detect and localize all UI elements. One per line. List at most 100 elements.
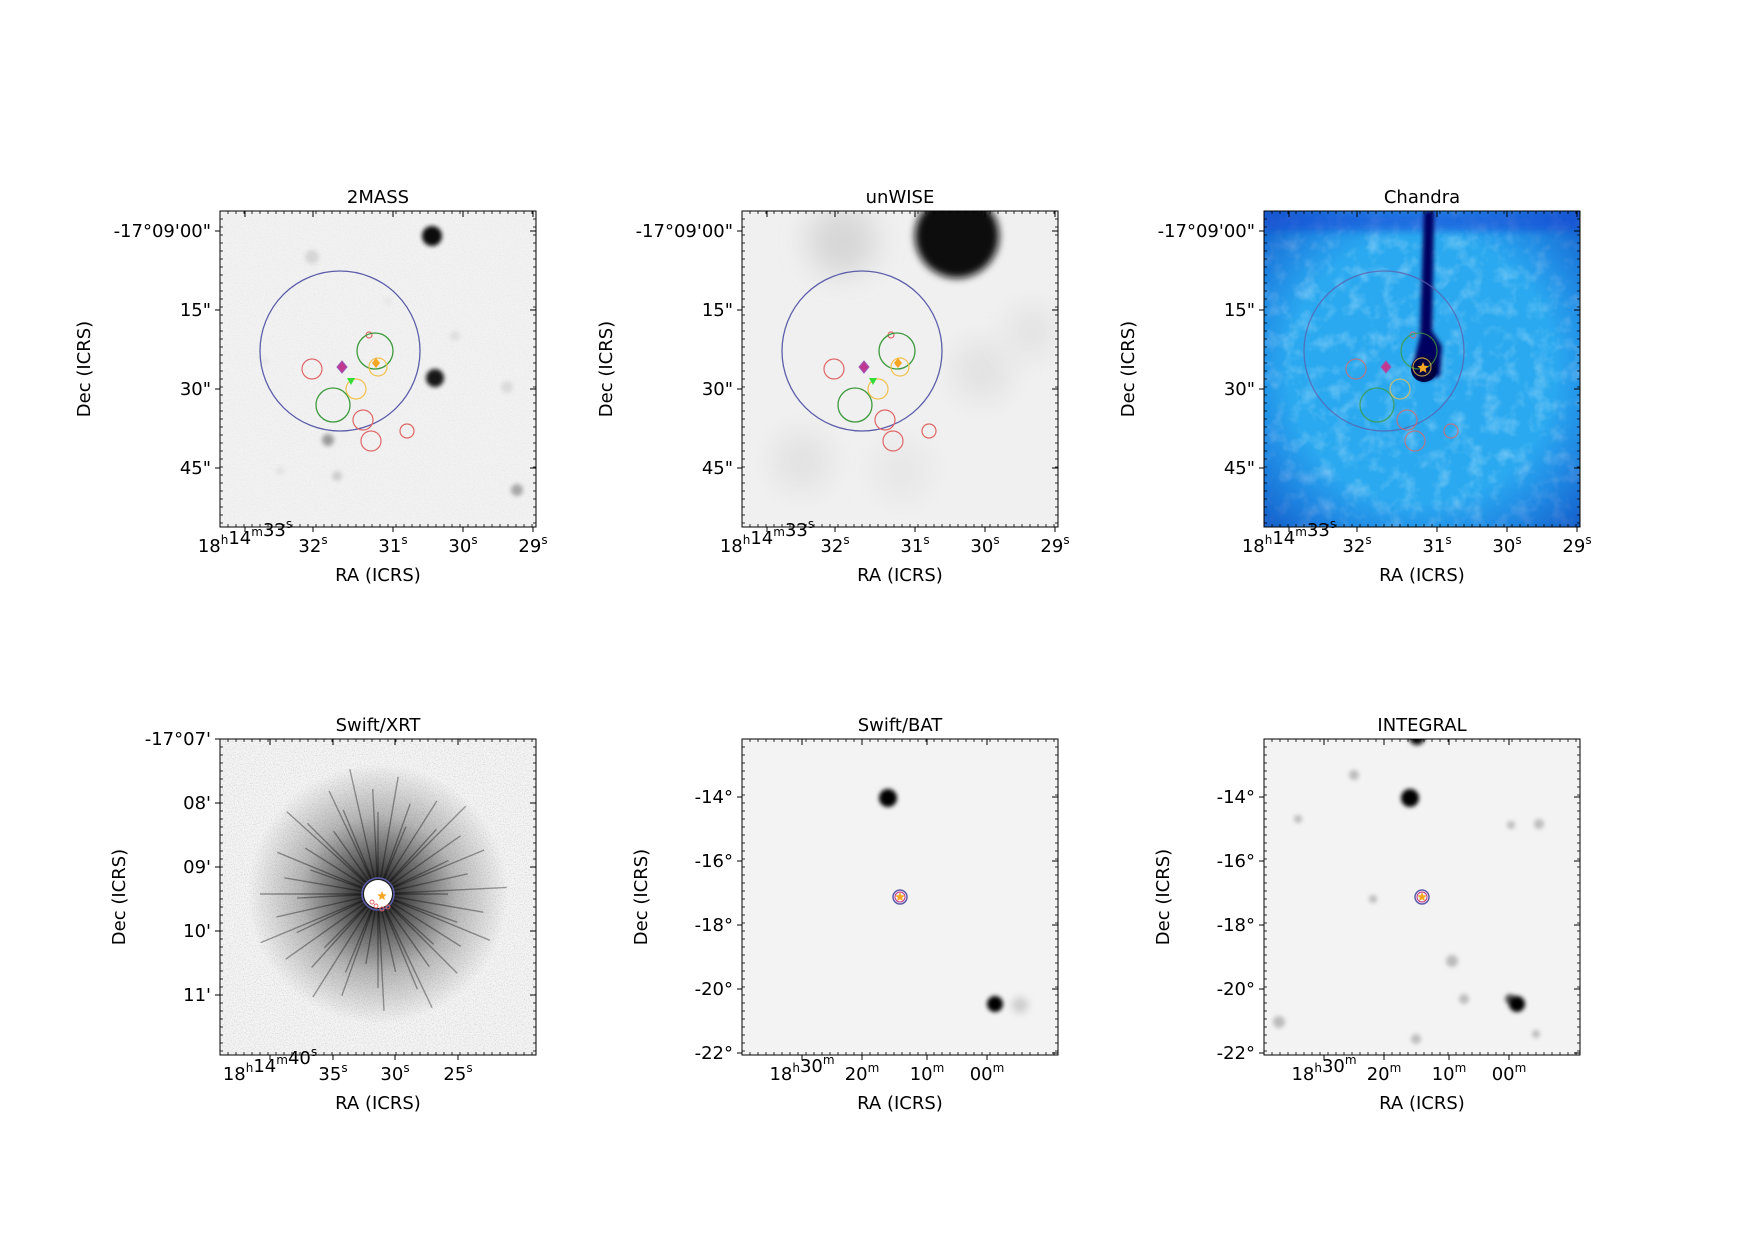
tick-unit-s: s: [993, 533, 999, 547]
psf-spike: [377, 805, 467, 895]
tick-value-s: 32: [820, 536, 843, 557]
star-source: [1509, 996, 1525, 1012]
y-tick-label: -17°07': [145, 729, 211, 750]
tick-unit-s: s: [808, 517, 814, 531]
star-source: [915, 211, 999, 278]
tick-unit-m: m: [1390, 1061, 1402, 1075]
psf-spike: [349, 768, 379, 895]
star-source: [422, 226, 442, 246]
y-tick-label: -17°09'00": [114, 221, 211, 242]
y-axis-label: Dec (ICRS): [631, 849, 652, 945]
image-pbat: [742, 739, 1058, 1055]
star-source: [426, 369, 444, 387]
tick-unit-h: h: [221, 533, 229, 547]
star-source: [276, 467, 284, 475]
x-tick-label: 29s: [1562, 533, 1591, 557]
y-axis-label: Dec (ICRS): [1153, 849, 1174, 945]
psf-spike: [377, 893, 433, 1009]
y-tick-label: 15": [702, 300, 733, 321]
tick-value-m: 20: [845, 1064, 868, 1085]
y-tick-label: -18°: [695, 915, 733, 936]
tick-unit-s: s: [843, 533, 849, 547]
y-tick-label: -14°: [695, 787, 733, 808]
star-source: [450, 331, 460, 341]
x-tick-label: 20m: [845, 1061, 880, 1085]
tick-value-h: 18: [223, 1064, 246, 1085]
psf-spike: [285, 893, 379, 960]
faint-source: [1012, 997, 1028, 1013]
y-tick-label: -20°: [695, 979, 733, 1000]
triangle-marker-icon: [347, 378, 355, 385]
psf-spike: [286, 811, 379, 895]
tick-unit-s: s: [401, 533, 407, 547]
panel-pxrt: Swift/XRT-17°07'08'09'10'11'18h14m40s35s…: [109, 715, 537, 1114]
image-pintegral: [1264, 739, 1580, 1055]
x-axis-label: RA (ICRS): [335, 565, 421, 586]
x-tick-label: 18h14m33s: [1242, 517, 1336, 557]
x-tick-label: 30s: [1492, 533, 1521, 557]
star-marker-icon: [377, 891, 387, 900]
faint-source: [1507, 821, 1515, 829]
tick-value-m: 30: [1322, 1056, 1345, 1077]
y-tick-label: -22°: [695, 1043, 733, 1064]
y-tick-label: 45": [702, 458, 733, 479]
faint-source: [1459, 994, 1469, 1004]
green-source-circle: [837, 387, 873, 423]
y-axis-label: Dec (ICRS): [1118, 321, 1139, 417]
y-tick-label: 15": [1224, 300, 1255, 321]
image-p2mass: [220, 211, 536, 527]
psf-spike: [304, 847, 379, 895]
red-source-circle: [352, 409, 374, 431]
red-source-circle: [1345, 358, 1367, 380]
y-tick-label: -14°: [1217, 787, 1255, 808]
x-tick-label: 18h14m40s: [223, 1045, 317, 1085]
uncertainty-circle: [892, 889, 908, 905]
triangle-marker-icon: [869, 378, 877, 385]
star-source: [332, 471, 342, 481]
psf-spike: [377, 893, 484, 913]
yellow-source-circle: [1389, 378, 1411, 400]
psf-spike: [342, 809, 379, 895]
tick-unit-m: m: [823, 1053, 835, 1067]
y-axis-label: Dec (ICRS): [74, 321, 95, 417]
tick-unit-h: h: [743, 533, 751, 547]
diamond-marker-icon: [858, 360, 870, 374]
y-axis-label: Dec (ICRS): [109, 849, 130, 945]
tick-value-h: 18: [1291, 1064, 1314, 1085]
tick-value-s: 25: [443, 1064, 466, 1085]
y-tick-label: -16°: [695, 851, 733, 872]
panel-title: unWISE: [866, 187, 935, 208]
panel-title: Swift/BAT: [858, 715, 944, 736]
tick-unit-m: m: [993, 1061, 1005, 1075]
tick-value-s: 40: [288, 1048, 311, 1069]
psf-spike: [377, 893, 491, 941]
x-axis-label: RA (ICRS): [1379, 565, 1465, 586]
tick-value-h: 18: [1242, 536, 1265, 557]
tick-value-s: 32: [1342, 536, 1365, 557]
green-source-circle: [1359, 387, 1395, 423]
psf-spike: [377, 835, 461, 895]
tick-value-m: 30: [800, 1056, 823, 1077]
top-band: [1264, 211, 1580, 231]
star-source: [261, 357, 269, 365]
axes-frame: [741, 738, 1059, 1056]
diamond-marker-icon: [372, 358, 380, 368]
tick-unit-s: s: [1063, 533, 1069, 547]
tick-value-m: 10: [1432, 1064, 1455, 1085]
y-tick-label: -16°: [1217, 851, 1255, 872]
uncertainty-circle: [361, 877, 395, 911]
tick-value-m: 00: [970, 1064, 993, 1085]
x-tick-label: 18h14m33s: [198, 517, 292, 557]
yellow-source-circle: [867, 378, 889, 400]
tick-unit-m: m: [276, 1053, 288, 1067]
red-source-circle: [1404, 430, 1426, 452]
faint-source: [1411, 1034, 1421, 1044]
y-tick-label: 45": [180, 458, 211, 479]
tick-value-m: 20: [1367, 1064, 1390, 1085]
red-source-circle: [360, 430, 382, 452]
panel-title: Swift/XRT: [336, 715, 422, 736]
x-tick-label: 25s: [443, 1061, 472, 1085]
tick-unit-s: s: [341, 1061, 347, 1075]
uncertainty-circle: [781, 270, 943, 432]
